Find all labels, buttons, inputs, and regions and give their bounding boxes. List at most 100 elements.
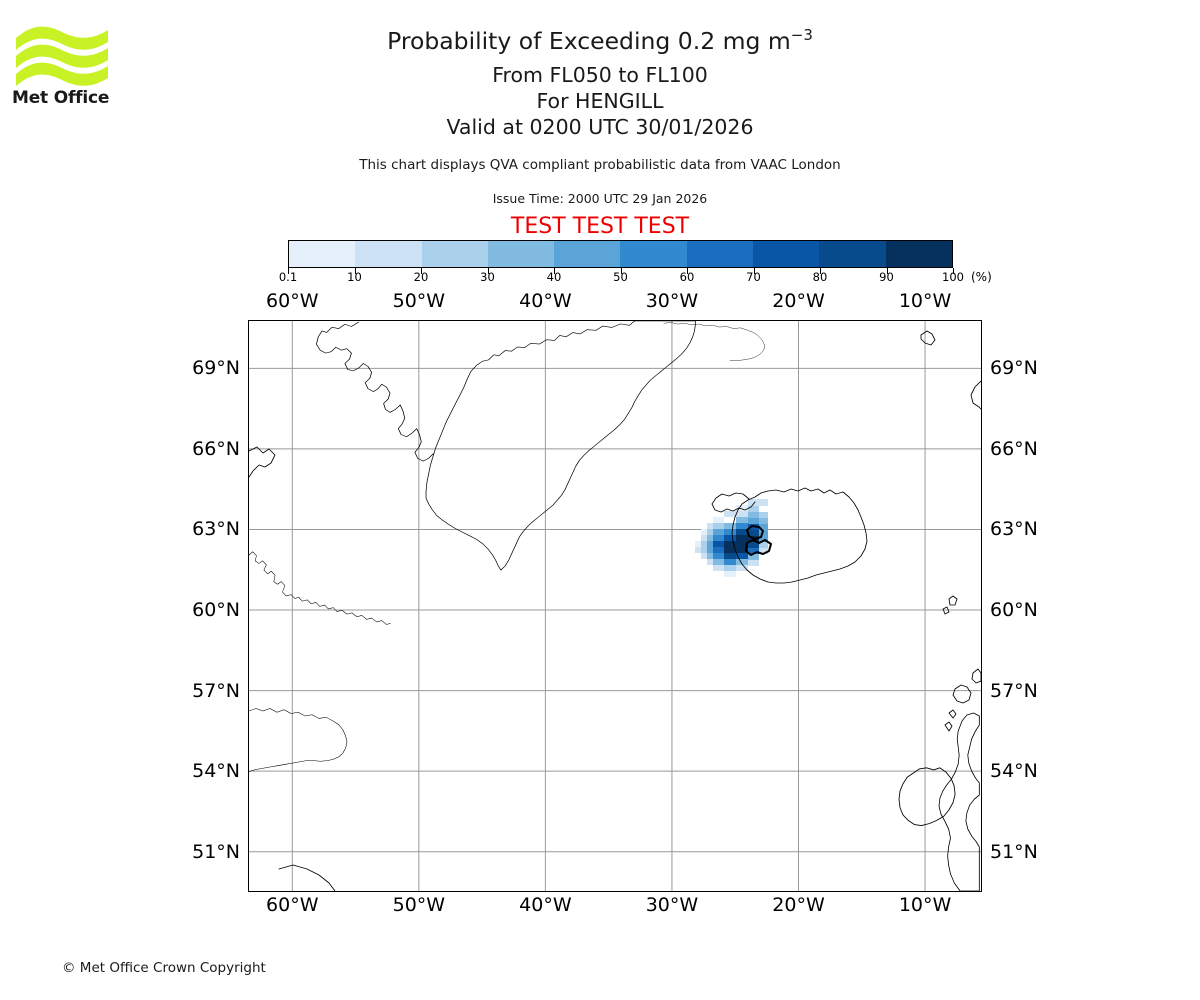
colorbar-tick-50 — [620, 268, 622, 274]
heatmap-cell — [759, 548, 768, 554]
lat-label-left-57: 57°N — [192, 679, 240, 702]
heatmap-cell — [724, 553, 736, 559]
page-title-superscript: −3 — [790, 26, 813, 44]
lon-label-bottom--20: 20°W — [772, 894, 825, 916]
heatmap-cell — [724, 523, 736, 529]
heatmap-cell — [701, 535, 707, 541]
heatmap-cell — [748, 530, 759, 536]
colorbar-label-60: 60 — [679, 270, 695, 284]
heatmap-cell — [695, 541, 701, 547]
lon-label-top--50: 50°W — [392, 290, 446, 312]
page-title-text: Probability of Exceeding 0.2 mg m — [387, 26, 791, 55]
lat-label-left-66: 66°N — [192, 437, 240, 460]
heatmap-cell — [736, 565, 748, 571]
colorbar-tick-0.1 — [288, 268, 289, 274]
heatmap-cell — [707, 523, 713, 529]
colorbar-label-20: 20 — [413, 270, 429, 284]
lon-label-bottom--30: 30°W — [645, 894, 699, 916]
colorbar-segment-1 — [355, 241, 422, 267]
met-office-logo — [12, 20, 122, 115]
colorbar-segment-8 — [819, 241, 886, 267]
heatmap-cell — [713, 517, 724, 523]
colorbar-label-10: 10 — [347, 270, 362, 284]
heatmap-cell — [748, 512, 759, 518]
longitude-labels-bottom: 60°W 50°W 40°W 30°W 20°W 10°W — [0, 894, 1200, 920]
heatmap-cell — [707, 559, 713, 565]
colorbar-tick-30 — [487, 268, 489, 274]
colorbar-label-80: 80 — [812, 270, 828, 284]
heatmap-cell — [701, 541, 707, 547]
lat-label-left-63: 63°N — [192, 518, 240, 541]
title-volcano: For HENGILL — [536, 89, 664, 113]
lon-label-top--20: 20°W — [772, 290, 825, 312]
lon-label-top--60: 60°W — [266, 290, 319, 312]
heatmap-cell — [748, 518, 759, 524]
test-banner: TEST TEST TEST — [510, 214, 690, 239]
heatmap-cell — [701, 547, 707, 553]
colorbar-segment-7 — [753, 241, 820, 267]
colorbar-segment-5 — [620, 241, 687, 267]
heatmap-cell — [736, 529, 748, 535]
lat-label-right-57: 57°N — [990, 679, 1038, 702]
heatmap-cell — [759, 536, 768, 542]
heatmap-cell — [759, 524, 768, 530]
title-valid-time: Valid at 0200 UTC 30/01/2026 — [446, 115, 754, 139]
lat-label-right-69: 69°N — [990, 357, 1038, 380]
heatmap-cell — [724, 529, 736, 535]
heatmap-cell — [736, 511, 748, 517]
heatmap-cell — [759, 530, 768, 536]
colorbar — [288, 240, 953, 268]
heatmap-cell — [724, 541, 736, 547]
heatmap-cell — [736, 517, 748, 523]
heatmap-cell — [713, 523, 724, 529]
colorbar-label-100: 100 — [942, 270, 964, 284]
heatmap-cell — [695, 547, 701, 553]
lat-label-right-54: 54°N — [990, 760, 1038, 783]
heatmap-cell — [748, 560, 759, 566]
heatmap-cell — [707, 535, 713, 541]
met-office-logo-text: Met Office — [12, 88, 110, 108]
heatmap-cell — [759, 499, 768, 506]
lat-label-left-69: 69°N — [192, 357, 240, 380]
map-plot-area[interactable] — [248, 320, 982, 892]
heatmap-cell — [701, 553, 707, 559]
lat-label-left-60: 60°N — [192, 599, 240, 622]
heatmap-cell — [724, 571, 736, 577]
heatmap-cell — [713, 529, 724, 535]
heatmap-cell — [713, 535, 724, 541]
heatmap-cell — [748, 542, 759, 548]
issue-time-text: Issue Time: 2000 UTC 29 Jan 2026 — [492, 191, 708, 206]
colorbar-label-40: 40 — [546, 270, 562, 284]
heatmap-cell — [736, 553, 748, 559]
colorbar-segment-4 — [554, 241, 621, 267]
colorbar-segment-3 — [487, 241, 555, 267]
lon-label-bottom--40: 40°W — [519, 894, 572, 916]
title-flight-levels: From FL050 to FL100 — [492, 63, 708, 87]
colorbar-tick-40 — [554, 268, 555, 274]
heatmap-cell — [707, 541, 713, 547]
heatmap-cell — [707, 547, 713, 553]
heatmap-cell — [707, 553, 713, 559]
heatmap-cell — [748, 506, 759, 512]
colorbar-tick-10 — [354, 268, 356, 274]
heatmap-cell — [748, 554, 759, 560]
map-gridlines — [249, 321, 981, 891]
lat-label-right-66: 66°N — [990, 437, 1038, 460]
heatmap-cell — [713, 541, 724, 547]
colorbar-tick-100 — [953, 268, 954, 274]
colorbar-tick-20 — [421, 268, 422, 274]
heatmap-cell — [713, 559, 724, 565]
lon-label-bottom--60: 60°W — [266, 894, 319, 916]
heatmap-cell — [759, 512, 768, 518]
heatmap-cell — [736, 559, 748, 565]
lon-label-bottom--50: 50°W — [392, 894, 446, 916]
lat-label-right-60: 60°N — [990, 599, 1038, 622]
heatmap-cell — [713, 553, 724, 559]
heatmap-cell — [736, 523, 748, 529]
disclaimer-text: This chart displays QVA compliant probab… — [359, 157, 841, 173]
heatmap-cell — [759, 542, 768, 548]
heatmap-cell — [724, 511, 736, 517]
heatmap-cell — [724, 559, 736, 565]
lon-label-top--40: 40°W — [519, 290, 572, 312]
colorbar-tick-90 — [886, 268, 888, 274]
